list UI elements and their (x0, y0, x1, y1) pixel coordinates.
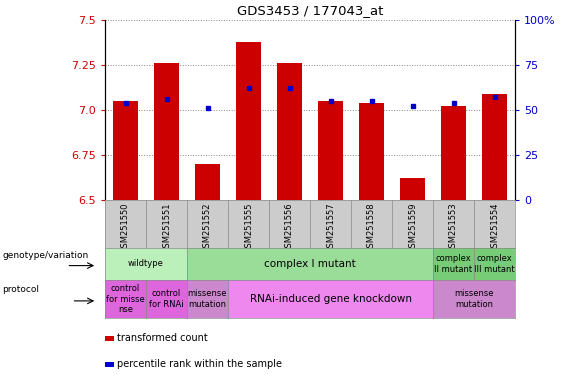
Text: GSM251558: GSM251558 (367, 202, 376, 253)
Text: complex I mutant: complex I mutant (264, 259, 356, 269)
Text: GSM251552: GSM251552 (203, 202, 212, 253)
Text: percentile rank within the sample: percentile rank within the sample (118, 359, 282, 369)
Text: GSM251554: GSM251554 (490, 202, 499, 253)
Text: missense
mutation: missense mutation (454, 289, 494, 309)
Bar (154, 63, 179, 200)
Text: GSM251550: GSM251550 (121, 202, 130, 253)
Text: complex
III mutant: complex III mutant (474, 254, 515, 274)
Bar (277, 63, 302, 200)
Bar (400, 179, 425, 200)
Text: GSM251559: GSM251559 (408, 202, 417, 253)
Bar (318, 101, 343, 200)
Text: missense
mutation: missense mutation (188, 289, 227, 309)
Bar (482, 94, 507, 200)
Text: RNAi-induced gene knockdown: RNAi-induced gene knockdown (250, 294, 411, 304)
Bar (441, 106, 466, 200)
Bar (359, 103, 384, 200)
Bar (105, 336, 114, 341)
Bar (236, 41, 261, 200)
Text: control
for RNAi: control for RNAi (149, 289, 184, 309)
Bar (105, 362, 114, 367)
Text: wildtype: wildtype (128, 260, 164, 268)
Bar (195, 164, 220, 200)
Text: control
for misse
nse: control for misse nse (106, 284, 145, 314)
Text: GSM251556: GSM251556 (285, 202, 294, 253)
Bar (113, 101, 138, 200)
Text: GSM251551: GSM251551 (162, 202, 171, 253)
Text: GSM251553: GSM251553 (449, 202, 458, 253)
Text: protocol: protocol (2, 285, 39, 294)
Text: GSM251555: GSM251555 (244, 202, 253, 253)
Title: GDS3453 / 177043_at: GDS3453 / 177043_at (237, 5, 383, 17)
Text: transformed count: transformed count (118, 333, 208, 343)
Text: genotype/variation: genotype/variation (2, 252, 88, 260)
Text: GSM251557: GSM251557 (326, 202, 335, 253)
Text: complex
II mutant: complex II mutant (434, 254, 472, 274)
